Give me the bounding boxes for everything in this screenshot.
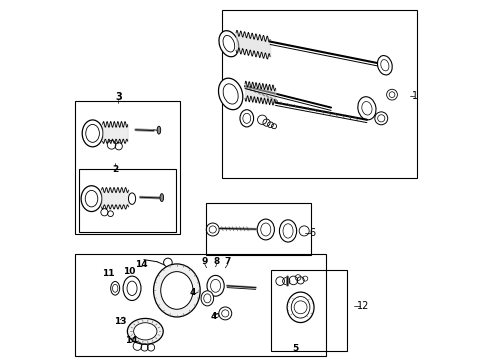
Ellipse shape [161,272,193,309]
Bar [205,203,311,255]
Ellipse shape [153,264,200,317]
Ellipse shape [211,279,220,292]
Ellipse shape [358,97,376,120]
Ellipse shape [86,125,99,142]
Ellipse shape [123,276,141,301]
Ellipse shape [219,31,239,57]
Bar [286,276,288,285]
Ellipse shape [127,319,163,344]
Bar [74,101,180,234]
Ellipse shape [128,193,136,204]
Ellipse shape [111,282,120,295]
Bar [221,10,417,178]
Ellipse shape [134,323,157,340]
Text: 10: 10 [123,267,135,276]
Text: 14: 14 [135,260,147,269]
Text: 3: 3 [115,92,122,102]
Ellipse shape [279,220,296,242]
Text: 8: 8 [214,257,220,266]
Ellipse shape [207,275,224,296]
Ellipse shape [82,120,103,147]
Ellipse shape [291,297,310,318]
Bar [271,270,347,351]
Ellipse shape [223,35,235,52]
Text: 9: 9 [202,257,208,266]
Text: 4: 4 [211,312,217,321]
Text: 1: 1 [412,91,418,101]
Ellipse shape [243,113,251,123]
Ellipse shape [223,84,238,104]
Ellipse shape [362,102,372,115]
Text: 2: 2 [112,165,118,174]
Bar [74,253,326,356]
Ellipse shape [287,292,314,323]
Ellipse shape [381,60,389,71]
Ellipse shape [85,190,98,207]
Text: 14: 14 [124,336,137,345]
Ellipse shape [240,110,254,127]
Text: 5: 5 [292,344,298,353]
Ellipse shape [201,291,214,306]
Bar [79,169,176,232]
Ellipse shape [81,186,102,212]
Circle shape [219,307,232,320]
Ellipse shape [283,224,293,238]
Text: 12: 12 [357,301,369,311]
Text: 7: 7 [224,257,231,266]
Text: 13: 13 [114,317,126,326]
Text: 6: 6 [309,228,316,238]
Ellipse shape [160,194,164,202]
Ellipse shape [219,78,243,110]
Ellipse shape [257,219,274,240]
Ellipse shape [377,55,392,75]
Ellipse shape [261,223,271,236]
Circle shape [164,258,172,267]
Text: 11: 11 [102,269,114,278]
Text: 4: 4 [190,288,196,297]
Ellipse shape [157,126,161,134]
